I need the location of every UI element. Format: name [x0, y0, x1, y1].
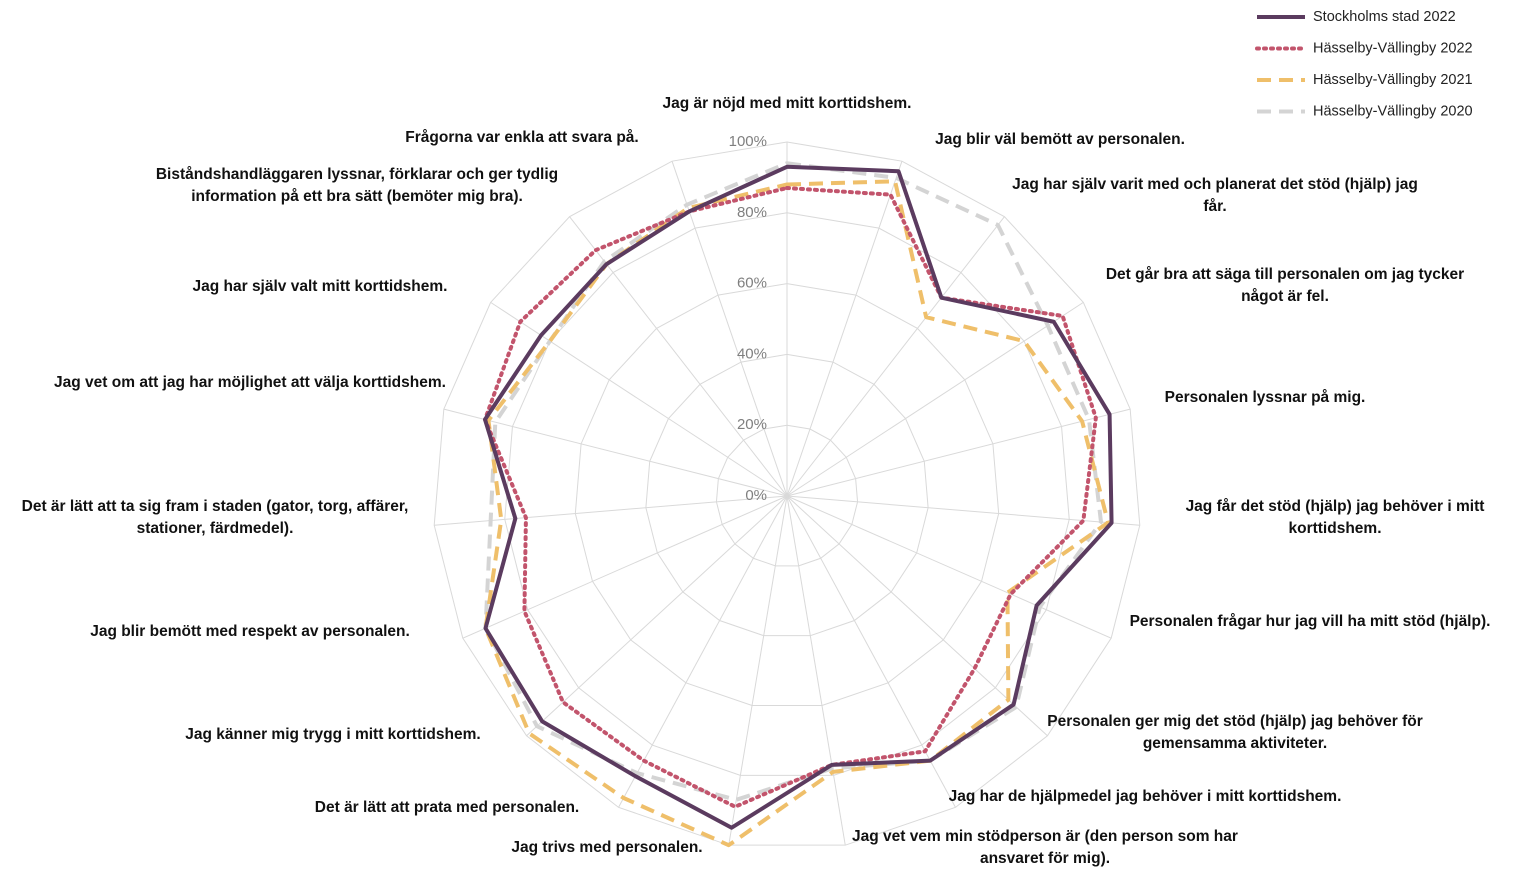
r-tick-label: 60% — [737, 275, 767, 292]
r-tick-label: 40% — [737, 345, 767, 362]
spoke — [786, 301, 1084, 497]
category-label: Jag trivs med personalen. — [511, 839, 703, 856]
category-label: Personalen lyssnar på mig. — [1164, 389, 1366, 406]
spoke — [786, 495, 1048, 737]
grid-ring — [574, 283, 1000, 707]
spoke — [728, 495, 788, 846]
spoke — [671, 161, 788, 497]
category-label: Det är lätt att prata med personalen. — [314, 799, 580, 816]
series-line — [483, 164, 1114, 830]
spoke — [490, 301, 788, 497]
category-label: Jag blir bemött med respekt av personale… — [90, 623, 410, 640]
spoke — [786, 495, 1112, 639]
category-label: Jag känner mig trygg i mitt korttidshem. — [185, 726, 481, 743]
spoke — [443, 408, 788, 497]
category-label: Personalen frågar hur jag vill ha mitt s… — [1129, 613, 1491, 630]
category-label: Jag har själv varit med och planerat det… — [1012, 176, 1418, 215]
category-label: Jag vet om att jag har möjlighet att väl… — [54, 374, 446, 391]
spoke — [526, 495, 788, 737]
category-label: Det går bra att säga till personalen om … — [1105, 266, 1465, 305]
grid-ring — [715, 424, 859, 567]
category-label: Jag får det stöd (hjälp) jag behöver i m… — [1185, 498, 1485, 537]
spoke — [434, 495, 788, 526]
category-label: Jag har de hjälpmedel jag behöver i mitt… — [948, 788, 1342, 805]
category-label: Jag är nöjd med mitt korttidshem. — [662, 95, 912, 112]
grid-ring — [433, 141, 1141, 846]
legend-label: Stockholms stad 2022 — [1313, 9, 1456, 25]
grid-ring — [504, 212, 1070, 776]
r-tick-label: 0% — [745, 487, 767, 504]
category-label: Jag har själv valt mitt korttidshem. — [192, 278, 448, 295]
grid-ring — [645, 353, 929, 637]
category-label: Personalen ger mig det stöd (hjälp) jag … — [1047, 713, 1423, 752]
spoke — [786, 495, 956, 808]
r-tick-label: 100% — [729, 133, 767, 150]
r-tick-label: 20% — [737, 416, 767, 433]
spoke — [618, 495, 788, 808]
spoke — [786, 408, 1131, 497]
category-label: Jag blir väl bemött av personalen. — [935, 131, 1185, 148]
legend-label: Hässelby-Vällingby 2022 — [1313, 40, 1473, 56]
r-tick-label: 80% — [737, 204, 767, 221]
spoke — [462, 495, 788, 639]
category-label: Det är lätt att ta sig fram i staden (ga… — [21, 498, 409, 537]
series-line — [483, 186, 1098, 809]
category-label: Frågorna var enkla att svara på. — [405, 129, 639, 146]
legend-label: Hässelby-Vällingby 2021 — [1313, 72, 1473, 88]
series-line — [483, 179, 1111, 848]
spoke — [786, 495, 846, 846]
category-label: Jag vet vem min stödperson är (den perso… — [852, 828, 1238, 867]
spoke — [786, 161, 903, 497]
legend-label: Hässelby-Vällingby 2020 — [1313, 103, 1473, 119]
spoke — [786, 216, 1005, 497]
category-label: Biståndshandläggaren lyssnar, förklarar … — [155, 166, 559, 205]
